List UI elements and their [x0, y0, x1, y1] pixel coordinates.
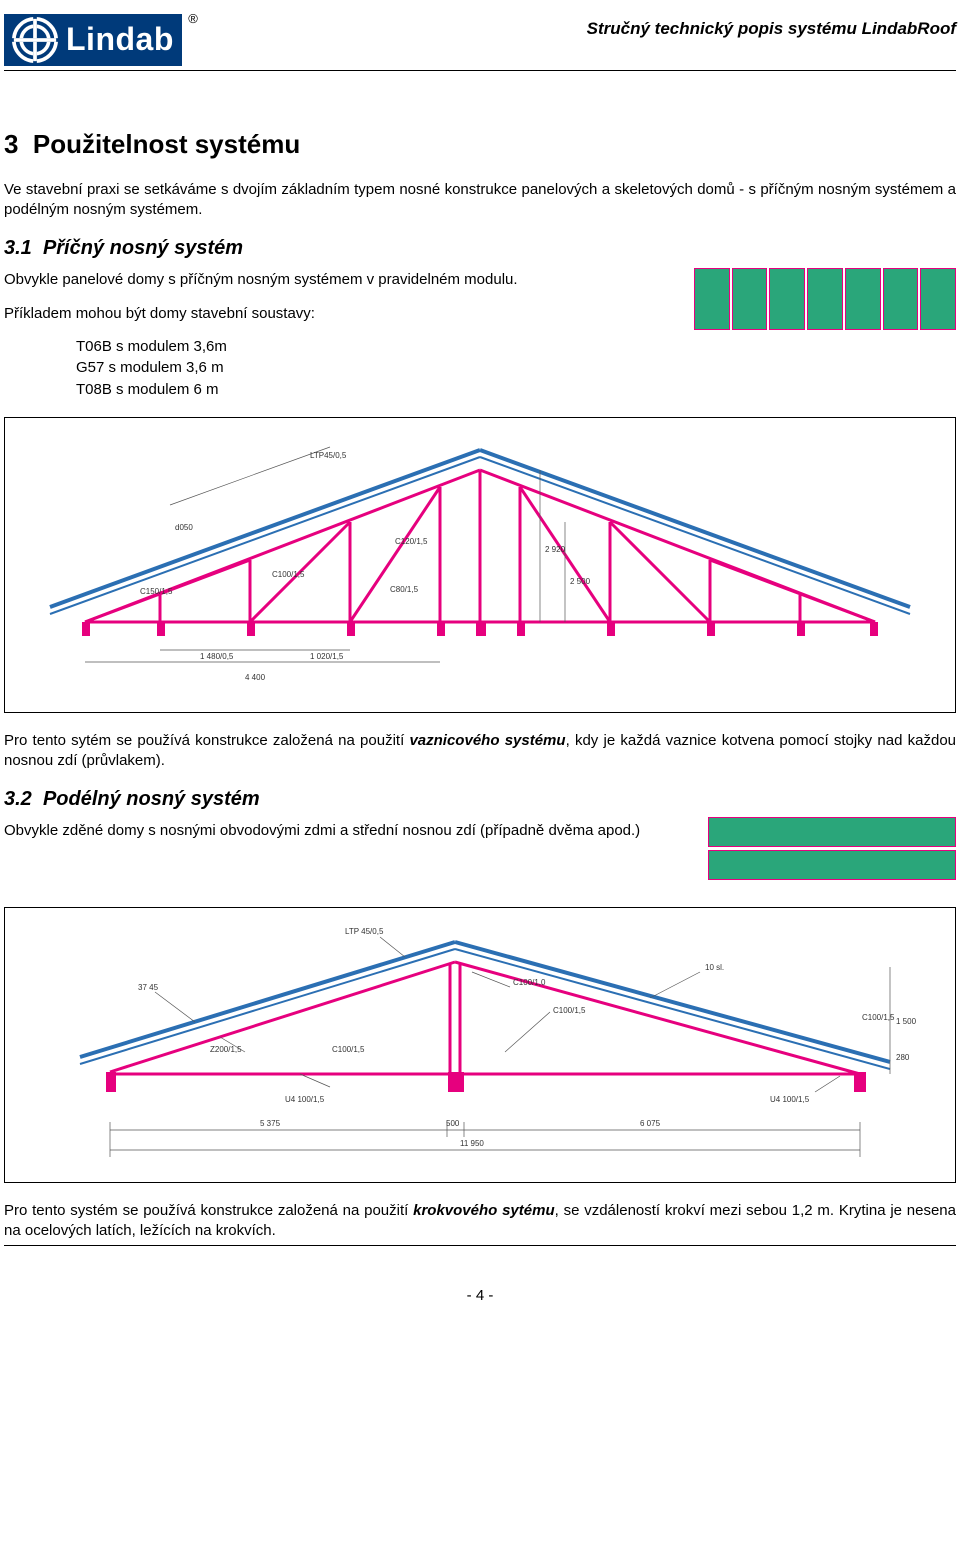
sub31-heading: 3.1 Příčný nosný systém: [0, 235, 960, 262]
sub31-list: T06B s modulem 3,6m G57 s modulem 3,6 m …: [4, 328, 670, 409]
page-number: - 4 -: [0, 1252, 960, 1306]
svg-text:1 480/0,5: 1 480/0,5: [200, 652, 234, 661]
lindab-icon: [12, 17, 58, 63]
svg-text:C100/1,5: C100/1,5: [272, 570, 305, 579]
svg-text:C100/1,5: C100/1,5: [553, 1006, 586, 1015]
svg-text:2 920: 2 920: [545, 545, 566, 554]
svg-text:500: 500: [446, 1119, 460, 1128]
list-item: T08B s modulem 6 m: [76, 380, 670, 400]
svg-text:37 45: 37 45: [138, 983, 159, 992]
svg-text:1 020/1,5: 1 020/1,5: [310, 652, 344, 661]
sub31-panel-plan: [694, 268, 956, 330]
sub32-panel-plan: [708, 817, 956, 883]
svg-text:U4 100/1,5: U4 100/1,5: [770, 1095, 810, 1104]
svg-text:C120/1,5: C120/1,5: [395, 537, 428, 546]
panel-cell: [732, 268, 768, 330]
footer-rule: [4, 1245, 956, 1246]
sub32-truss-diagram: LTP 45/0,5 37 45 10 sl. Z200/1,5 C100/1,…: [4, 907, 956, 1183]
svg-text:C80/1,5: C80/1,5: [390, 585, 419, 594]
panel-cell: [694, 268, 730, 330]
panel-cell: [807, 268, 843, 330]
svg-text:C100/1,5: C100/1,5: [332, 1045, 365, 1054]
svg-text:LTP 45/0,5: LTP 45/0,5: [345, 927, 384, 936]
sub32-heading: 3.2 Podélný nosný systém: [0, 786, 960, 813]
section-heading: 3 Použitelnost systému: [0, 127, 960, 162]
svg-text:280: 280: [896, 1053, 910, 1062]
list-item: T06B s modulem 3,6m: [76, 337, 670, 357]
svg-text:Z200/1,5: Z200/1,5: [210, 1045, 242, 1054]
svg-text:2 500: 2 500: [570, 577, 591, 586]
panel-cell: [845, 268, 881, 330]
svg-text:LTP45/0,5: LTP45/0,5: [310, 451, 347, 460]
svg-text:4 400: 4 400: [245, 673, 266, 682]
svg-text:C100/1,5: C100/1,5: [862, 1013, 895, 1022]
sub31-truss-diagram: LTP45/0,5 d050 C120/1,5 C100/1,5 C150/1,…: [4, 417, 956, 713]
sub31-p2: Příkladem mohou být domy stavební sousta…: [4, 304, 670, 324]
sub32-p2: Pro tento systém se používá konstrukce z…: [0, 1201, 960, 1242]
brand-logo: Lindab: [4, 14, 182, 66]
sub31-p3: Pro tento sytém se používá konstrukce za…: [0, 731, 960, 772]
svg-text:10 sl.: 10 sl.: [705, 963, 724, 972]
panel-cell: [708, 850, 956, 880]
brand-name: Lindab: [66, 18, 174, 61]
panel-cell: [920, 268, 956, 330]
section-intro: Ve stavební praxi se setkáváme s dvojím …: [0, 180, 960, 221]
header-rule: [4, 70, 956, 71]
list-item: G57 s modulem 3,6 m: [76, 358, 670, 378]
svg-text:1 500: 1 500: [896, 1017, 917, 1026]
panel-cell: [708, 817, 956, 847]
panel-cell: [883, 268, 919, 330]
svg-text:6 075: 6 075: [640, 1119, 661, 1128]
doc-header-title: Stručný technický popis systému LindabRo…: [587, 14, 956, 41]
svg-text:U4 100/1,5: U4 100/1,5: [285, 1095, 325, 1104]
svg-text:5 375: 5 375: [260, 1119, 281, 1128]
svg-text:11 950: 11 950: [460, 1139, 484, 1148]
svg-text:d050: d050: [175, 523, 193, 532]
sub31-p1: Obvykle panelové domy s příčným nosným s…: [4, 270, 670, 290]
panel-cell: [769, 268, 805, 330]
svg-text:C150/1,5: C150/1,5: [140, 587, 173, 596]
sub32-p1: Obvykle zděné domy s nosnými obvodovými …: [4, 821, 684, 841]
svg-text:C100/1,0: C100/1,0: [513, 978, 546, 987]
